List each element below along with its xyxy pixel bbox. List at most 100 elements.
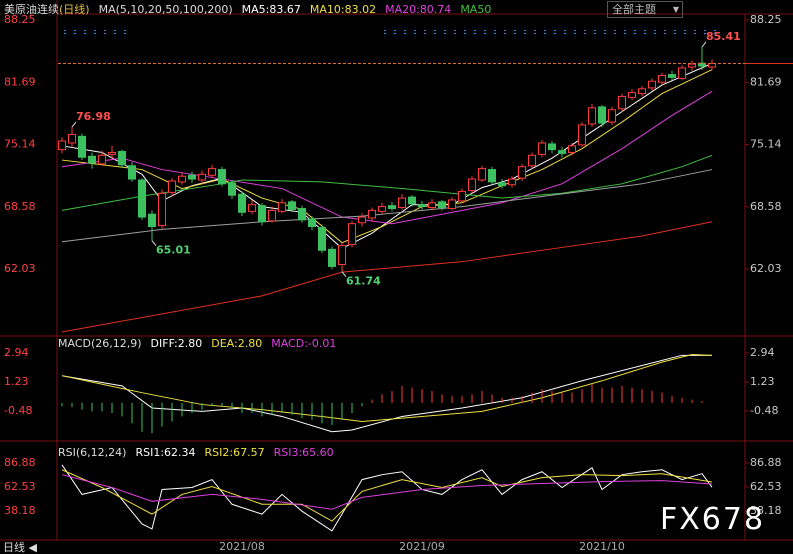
candle-body [268,209,276,222]
candle-body [628,92,636,98]
candle-body [278,202,286,212]
candle-body [458,190,466,202]
chart-title: 美原油连续(日线) [4,1,90,17]
candle-body [578,124,586,146]
series-line [61,69,713,244]
y-tick-label: 68.58 [750,200,782,213]
candle-body [78,135,86,158]
candle-body [108,151,116,155]
candle-body [338,245,346,266]
extreme-label: 61.74 [346,275,381,288]
y-tick-label: 75.14 [750,137,782,150]
candle-body [98,154,106,165]
candle-body [618,95,626,110]
theme-select[interactable]: 全部主题 [607,1,683,18]
legend-entry: DEA:2.80 [211,336,263,350]
candle-body [488,169,496,183]
candle-body [178,175,186,183]
extreme-pointer [701,41,707,48]
extreme-label: 76.98 [76,110,111,123]
y-tick-label: 38.18 [4,504,36,517]
legend: RSI1:62.34 RSI2:67.57 RSI3:65.60 [135,446,333,459]
period-tab[interactable]: 日线 ◀ [3,541,37,554]
y-tick-label: 62.03 [750,262,782,275]
extreme-label: 85.41 [706,30,741,43]
legend: DIFF:2.80 DEA:2.80 MACD:-0.01 [151,337,337,350]
y-tick-label: -0.48 [4,404,32,417]
candle-body [698,62,706,67]
series-line [61,90,713,225]
y-tick-label: 2.94 [4,346,29,359]
candle-body [438,201,446,209]
y-tick-label: 38.18 [750,504,782,517]
candle-body [388,205,396,209]
candle-body [648,80,656,89]
series-line [61,169,713,243]
candle-body [598,106,606,124]
legend-entry: MA10:83.02 [309,2,377,16]
series-line [61,354,712,433]
candle-body [128,165,136,180]
extreme-pointer [151,240,157,247]
y-tick-label: 88.25 [750,13,782,26]
y-tick-label: 81.69 [4,75,36,88]
x-tick-label: 2021/08 [219,540,265,553]
candle-body [638,88,646,95]
series-line [61,474,713,510]
candle-body [328,248,336,267]
candle-body [508,178,516,186]
x-tick-label: 2021/10 [579,540,625,553]
candle-body [688,63,696,68]
main-header: 美原油连续(日线) MA(5,10,20,50,100,200) MA5:83.… [4,1,491,17]
candle-body [608,109,616,123]
y-tick-label: 88.25 [4,13,36,26]
candle-body [418,204,426,208]
candle-body [248,204,256,212]
candle-body [668,74,676,78]
candle-body [118,151,126,166]
candle-body [678,67,686,79]
y-tick-label: 62.53 [750,480,782,493]
candle-body [468,178,476,191]
series-line [61,221,713,333]
legend-entry: MA20:80.74 [385,2,452,16]
indicator: MA(5,10,20,50,100,200) [98,2,233,16]
candle-body [368,209,376,219]
candle-body [548,143,556,151]
y-tick-label: 86.88 [4,456,36,469]
y-tick-label: 68.58 [4,200,36,213]
legend-entry: RSI3:65.60 [273,445,334,459]
legend-entry: RSI1:62.34 [135,445,196,459]
candle-body [308,218,316,228]
y-tick-label: 75.14 [4,137,36,150]
candle-body [518,166,526,179]
candle-body [318,226,326,251]
candle-body [538,142,546,155]
title: 美原油连续 [4,3,59,16]
indicator: RSI(6,12,24) [58,445,127,459]
series-line [61,464,713,532]
legend-entry: MACD:-0.01 [271,336,337,350]
y-tick-label: 62.03 [4,262,36,275]
series-line [61,469,713,522]
candle-body [568,145,576,153]
candle-body [378,206,386,212]
candle-body [288,201,296,210]
extreme-pointer [71,121,77,128]
candle-body [658,75,666,83]
y-tick-label: 62.53 [4,480,36,493]
candle-body [408,196,416,205]
legend-entry: MA50 [460,2,492,16]
candle-body [68,133,76,144]
candle-body [358,216,366,224]
candle-body [208,168,216,176]
candle-body [398,197,406,209]
legend: MA5:83.67 MA10:83.02 MA20:80.74 MA50 [242,3,492,16]
signal-dots [63,30,127,34]
candle-body [88,155,96,164]
candle-body [198,173,206,181]
legend-entry: RSI2:67.57 [204,445,265,459]
candle-body [558,150,566,154]
